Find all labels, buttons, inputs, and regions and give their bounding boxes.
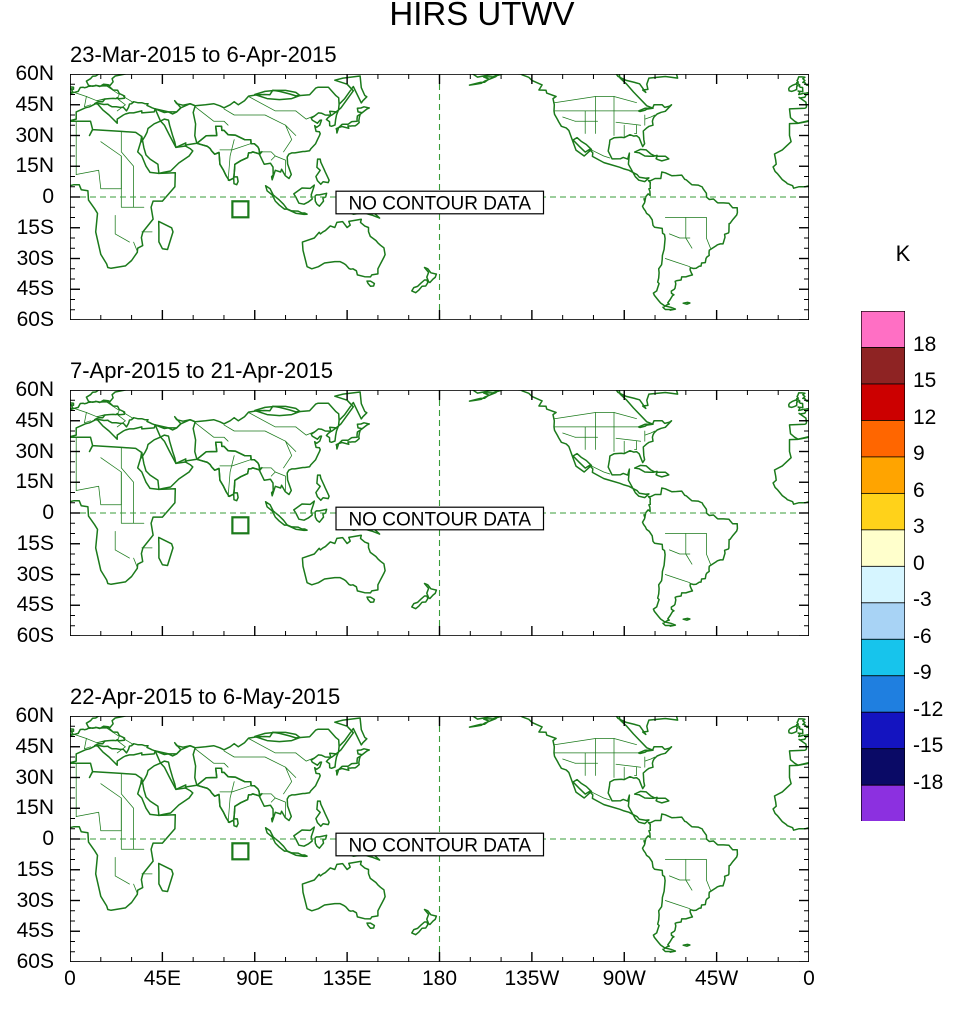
svg-text:NO CONTOUR DATA: NO CONTOUR DATA xyxy=(348,194,531,215)
svg-text:NO CONTOUR DATA: NO CONTOUR DATA xyxy=(348,836,531,857)
svg-text:NO CONTOUR DATA: NO CONTOUR DATA xyxy=(348,510,531,531)
